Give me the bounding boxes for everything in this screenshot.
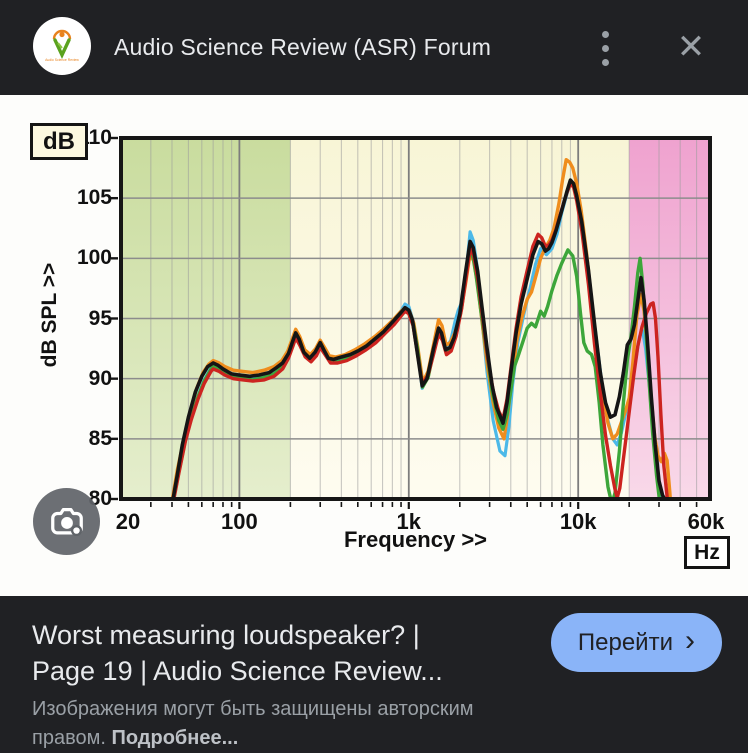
more-options-button[interactable] (592, 24, 618, 72)
result-title-link[interactable]: Worst measuring loudspeaker? | Page 19 |… (32, 617, 512, 689)
visit-site-button[interactable]: Перейти › (550, 613, 722, 672)
hz-unit-box: Hz (684, 536, 730, 569)
kebab-dot (601, 30, 609, 38)
result-footer: Worst measuring loudspeaker? | Page 19 |… (0, 596, 748, 750)
source-site-title[interactable]: Audio Science Review (ASR) Forum (114, 34, 492, 60)
asr-logo-icon: Audio Science Review (45, 29, 79, 62)
top-app-bar: Audio Science Review Audio Science Revie… (0, 0, 748, 95)
series-black (171, 178, 667, 499)
db-unit-box: dB (30, 123, 88, 160)
image-preview[interactable]: 110 105 100 95 90 85 80 20 100 1k 10k 60k dB Hz dB … (0, 95, 748, 596)
copyright-notice: Изображения могут быть защищены авторски… (32, 695, 532, 753)
more-info-link[interactable]: Подробнее... (111, 727, 239, 749)
chevron-right-icon: › (685, 623, 695, 657)
y-axis-title: dB SPL >> (38, 262, 61, 368)
close-icon[interactable]: ✕ (676, 28, 706, 66)
svg-text:Audio Science Review: Audio Science Review (45, 58, 79, 62)
copyright-line1: Изображения могут быть защищены авторски… (32, 698, 474, 720)
site-favicon[interactable]: Audio Science Review (33, 17, 91, 75)
visit-button-label: Перейти (577, 628, 673, 656)
google-lens-button[interactable] (33, 488, 100, 555)
x-axis-title: Frequency >> (343, 527, 488, 552)
result-title-line2: Page 19 | Audio Science Review... (32, 656, 443, 686)
result-title-line1: Worst measuring loudspeaker? | (32, 620, 420, 650)
copyright-line2: правом. (32, 727, 112, 749)
kebab-dot (601, 44, 609, 52)
plot-frame (119, 136, 712, 501)
camera-lens-icon (50, 507, 83, 536)
frequency-response-chart (111, 136, 712, 509)
kebab-dot (601, 58, 609, 66)
